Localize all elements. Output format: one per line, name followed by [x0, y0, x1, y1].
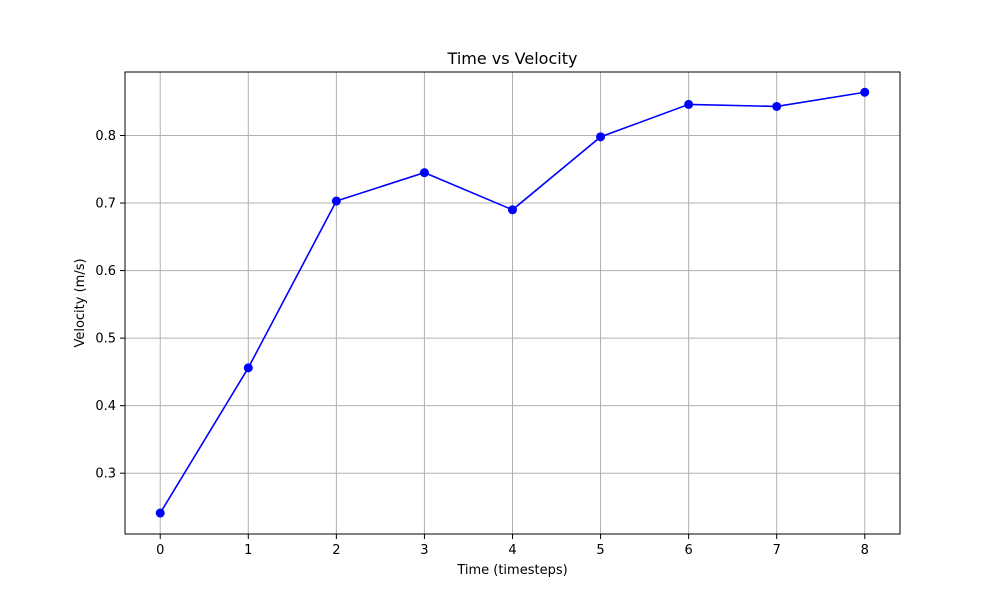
data-point — [596, 132, 606, 142]
data-point — [243, 363, 253, 373]
data-point — [331, 196, 341, 206]
y-tick-label: 0.5 — [95, 332, 116, 347]
x-tick-label: 0 — [156, 543, 164, 558]
data-point — [772, 101, 782, 111]
x-tick-label: 6 — [684, 543, 692, 558]
y-tick-label: 0.6 — [95, 264, 116, 279]
data-point — [419, 168, 429, 178]
x-tick-label: 1 — [244, 543, 252, 558]
y-tick-label: 0.4 — [95, 399, 116, 414]
x-tick-label: 3 — [420, 543, 428, 558]
x-tick-label: 4 — [508, 543, 516, 558]
y-tick-label: 0.3 — [95, 467, 116, 482]
grid-lines — [125, 72, 900, 534]
x-tick-label: 8 — [861, 543, 869, 558]
x-axis-label: Time (timesteps) — [456, 563, 567, 578]
x-tick-label: 5 — [596, 543, 604, 558]
axis-ticks: 0 1 2 3 4 5 6 7 8 0.3 0.4 0.5 0.6 0.7 0.8 — [95, 129, 869, 558]
data-point — [860, 87, 870, 97]
x-tick-label: 7 — [773, 543, 781, 558]
y-tick-label: 0.8 — [95, 129, 116, 144]
x-tick-label: 2 — [332, 543, 340, 558]
data-point — [684, 99, 694, 109]
data-point — [508, 205, 517, 215]
series-layer — [155, 87, 870, 518]
chart-title: Time vs Velocity — [447, 49, 578, 68]
data-point — [155, 508, 165, 518]
y-axis-label: Velocity (m/s) — [73, 258, 88, 347]
y-tick-label: 0.7 — [95, 197, 116, 212]
